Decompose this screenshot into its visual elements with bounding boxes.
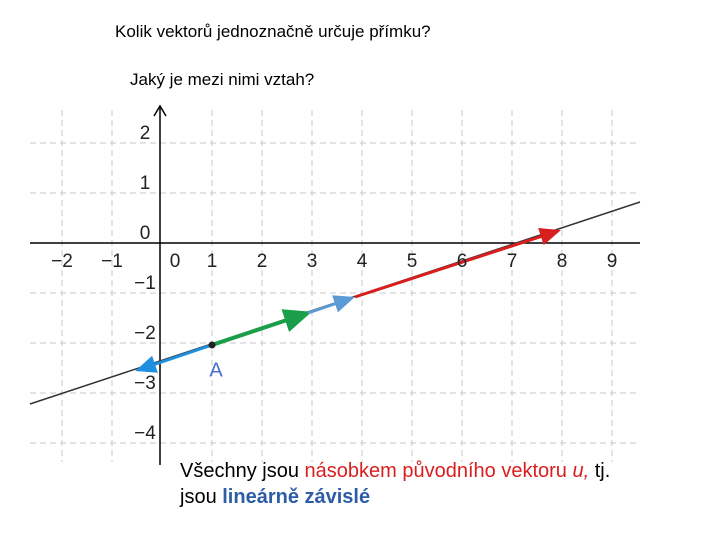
x-tick-label: 0 [170, 251, 181, 272]
y-tick-label: −1 [134, 273, 156, 294]
y-tick-label: 2 [140, 123, 151, 144]
text: jsou [180, 486, 223, 508]
x-tick-label: 5 [407, 251, 418, 272]
vector [211, 309, 312, 347]
x-tick-label: 1 [207, 251, 218, 272]
x-tick-label: 2 [257, 251, 268, 272]
x-tick-label: 6 [457, 251, 468, 272]
y-tick-label: 1 [140, 173, 151, 194]
vector [354, 228, 561, 299]
y-tick-label: −4 [134, 423, 156, 444]
x-tick-label: 4 [357, 251, 368, 272]
y-tick-label: −3 [134, 373, 156, 394]
grid [30, 110, 640, 462]
conclusion-line: jsou lineárně závislé [180, 484, 610, 510]
x-tick-label: 3 [307, 251, 318, 272]
subquestion: Jaký je mezi nimi vztah? [130, 70, 315, 89]
y-tick-label: 0 [140, 223, 151, 244]
text: u, [572, 460, 590, 482]
point-label: A [209, 359, 223, 381]
x-tick-label: 8 [557, 251, 568, 272]
question: Kolik vektorů jednoznačně určuje přímku? [115, 22, 431, 41]
x-tick-label: 7 [507, 251, 518, 272]
vector [135, 343, 213, 373]
conclusion: Všechny jsou násobkem původního vektoru … [180, 458, 610, 510]
x-tick-label: −2 [51, 251, 73, 272]
x-tick-label: 9 [607, 251, 618, 272]
text: lineárně závislé [222, 486, 371, 508]
y-axis-arrow [153, 104, 167, 117]
text: násobkem původního vektoru [304, 460, 573, 482]
point [208, 341, 216, 349]
text: tj. [589, 460, 611, 482]
conclusion-line: Všechny jsou násobkem původního vektoru … [180, 458, 610, 484]
text: Všechny jsou [180, 460, 305, 482]
y-tick-label: −2 [134, 323, 156, 344]
vector [307, 295, 355, 315]
x-tick-label: −1 [101, 251, 123, 272]
